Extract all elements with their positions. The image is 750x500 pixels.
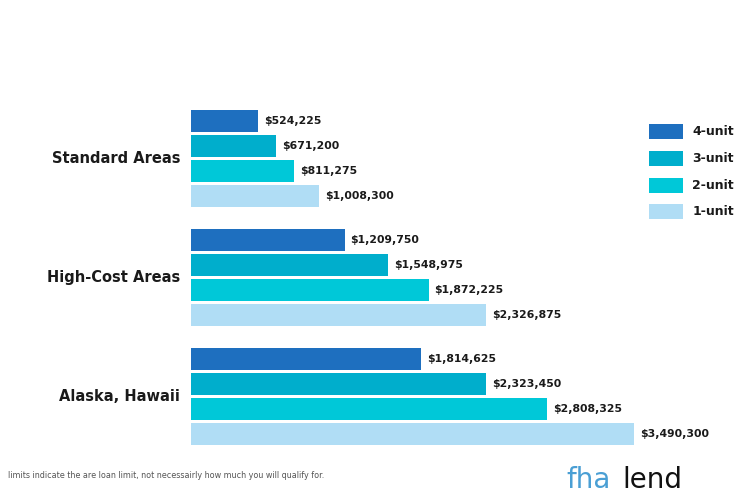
Text: For Qualifying Buyers: For Qualifying Buyers (244, 62, 506, 82)
Text: Alaska, Hawaii: Alaska, Hawaii (59, 389, 180, 404)
Bar (649, 204, 683, 220)
Bar (191, 160, 294, 182)
Text: $3,490,300: $3,490,300 (640, 428, 709, 438)
Text: $2,808,325: $2,808,325 (554, 404, 622, 414)
Text: 4-unit: 4-unit (692, 126, 734, 138)
Text: $1,814,625: $1,814,625 (427, 354, 496, 364)
Bar (191, 229, 344, 251)
Bar (191, 304, 486, 326)
Bar (191, 422, 634, 444)
Text: lend: lend (622, 466, 682, 494)
Text: 1-unit: 1-unit (692, 206, 734, 218)
Text: 2-unit: 2-unit (692, 178, 734, 192)
Text: Standard Areas: Standard Areas (52, 151, 180, 166)
Bar (649, 151, 683, 166)
Bar (191, 373, 486, 395)
Text: $1,008,300: $1,008,300 (325, 191, 394, 201)
Bar (649, 178, 683, 192)
Bar (649, 124, 683, 140)
Bar (191, 398, 548, 420)
Bar (191, 279, 428, 301)
Bar (191, 110, 258, 132)
Text: 2025 FHA Maxiumum Loan Amounts: 2025 FHA Maxiumum Loan Amounts (156, 22, 594, 42)
Bar (191, 348, 422, 370)
Bar (191, 254, 388, 276)
Text: $811,275: $811,275 (300, 166, 357, 176)
Text: $671,200: $671,200 (282, 141, 340, 151)
Text: fha: fha (566, 466, 610, 494)
Text: 3-unit: 3-unit (692, 152, 734, 165)
Text: $1,548,975: $1,548,975 (394, 260, 463, 270)
Text: High-Cost Areas: High-Cost Areas (46, 270, 180, 285)
Text: $2,323,450: $2,323,450 (492, 379, 561, 389)
Text: $1,209,750: $1,209,750 (350, 235, 419, 245)
Text: $1,872,225: $1,872,225 (434, 285, 504, 295)
Text: $524,225: $524,225 (264, 116, 321, 126)
Text: $2,326,875: $2,326,875 (492, 310, 562, 320)
Bar (191, 185, 319, 207)
Bar (191, 135, 276, 157)
Text: limits indicate the are loan limit, not necessairly how much you will qualify fo: limits indicate the are loan limit, not … (8, 471, 324, 480)
